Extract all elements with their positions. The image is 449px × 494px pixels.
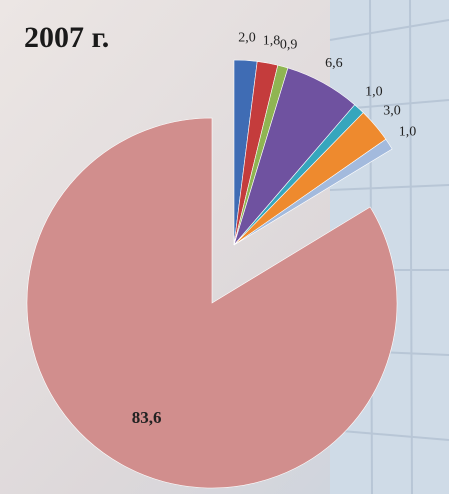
- chart-title: 2007 г.: [24, 21, 109, 54]
- data-label: 83,6: [132, 408, 162, 427]
- data-label: 1,0: [399, 124, 417, 139]
- data-label: 2,0: [238, 31, 256, 46]
- page: 2007 г. 2,01,80,96,61,03,01,083,6 (() =>…: [0, 0, 449, 494]
- chart: 2007 г. 2,01,80,96,61,03,01,083,6: [0, 0, 449, 494]
- data-label: 0,9: [280, 38, 298, 53]
- data-label: 6,6: [325, 56, 343, 71]
- data-label: 1,0: [365, 85, 383, 100]
- data-label: 1,8: [263, 34, 281, 49]
- data-label: 3,0: [383, 103, 401, 118]
